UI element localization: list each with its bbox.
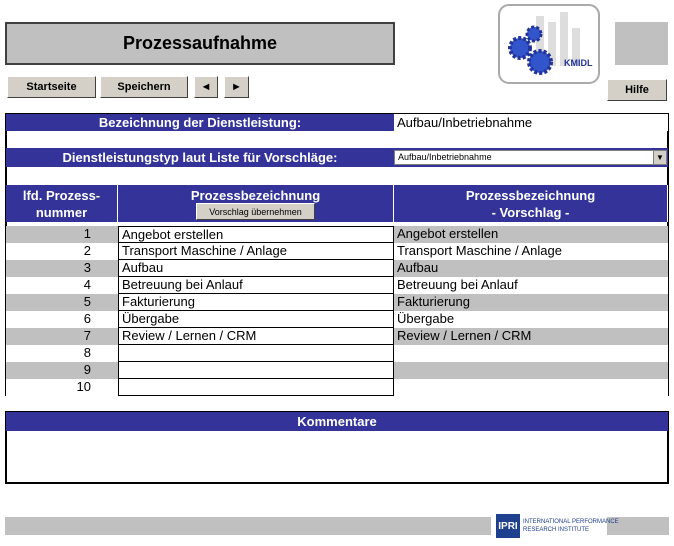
row-number: 7	[6, 328, 118, 345]
footer-logo: IPRI	[496, 514, 520, 538]
process-name[interactable]: Angebot erstellen	[118, 226, 394, 243]
process-name[interactable]: Transport Maschine / Anlage	[118, 243, 394, 260]
process-name[interactable]: Review / Lernen / CRM	[118, 328, 394, 345]
column-header-text: Prozessbezeichnung	[190, 188, 321, 203]
logo-text: KMIDL	[564, 58, 593, 68]
row-number: 8	[6, 345, 118, 362]
dropdown[interactable]: Aufbau/Inbetriebnahme ▼	[394, 150, 667, 165]
column-header: lfd. Prozess-nummer	[6, 185, 118, 222]
comments-title: Kommentare	[6, 412, 668, 431]
process-name[interactable]: Betreuung bei Anlauf	[118, 277, 394, 294]
logo-bar	[560, 12, 568, 66]
toolbar-button[interactable]: Speichern	[100, 76, 188, 98]
toolbar-button[interactable]: Startseite	[7, 76, 96, 98]
footer-bar	[5, 517, 491, 535]
process-suggestion: Fakturierung	[394, 294, 668, 311]
help-button[interactable]: Hilfe	[607, 79, 667, 101]
logo-bar	[536, 16, 544, 66]
process-name[interactable]	[118, 379, 394, 396]
logo-bar	[548, 22, 556, 66]
process-suggestion: Aufbau	[394, 260, 668, 277]
title-box: Prozessaufnahme	[5, 22, 395, 65]
row-number: 9	[6, 362, 118, 379]
process-suggestion: Angebot erstellen	[394, 226, 668, 243]
process-suggestion	[394, 379, 668, 396]
row-number: 1	[6, 226, 118, 243]
process-name[interactable]: Aufbau	[118, 260, 394, 277]
footer-bar	[607, 517, 669, 535]
form-value: Aufbau/Inbetriebnahme	[394, 114, 668, 131]
row-number: 3	[6, 260, 118, 277]
apply-button[interactable]: Vorschlag übernehmen	[196, 203, 315, 220]
toolbar-button[interactable]: ◄	[194, 76, 218, 98]
process-name[interactable]	[118, 345, 394, 362]
process-name[interactable]	[118, 362, 394, 379]
process-suggestion	[394, 362, 668, 379]
row-number: 10	[6, 379, 118, 396]
row-number: 6	[6, 311, 118, 328]
form-label: Bezeichnung der Dienstleistung:	[6, 114, 394, 131]
row-number: 2	[6, 243, 118, 260]
logo-gear	[508, 36, 532, 60]
row-number: 4	[6, 277, 118, 294]
header-block	[615, 22, 668, 65]
footer-institute: INTERNATIONAL PERFORMANCE	[523, 519, 619, 525]
column-header-text: lfd. Prozess-	[22, 188, 101, 203]
process-suggestion: Review / Lernen / CRM	[394, 328, 668, 345]
toolbar-button[interactable]: ►	[224, 76, 249, 98]
footer-institute: RESEARCH INSTITUTE	[523, 527, 590, 533]
logo-gear	[525, 25, 543, 43]
dropdown-arrow[interactable]: ▼	[653, 151, 666, 164]
column-header-text: Prozessbezeichnung	[465, 188, 596, 203]
process-name[interactable]: Übergabe	[118, 311, 394, 328]
process-suggestion: Betreuung bei Anlauf	[394, 277, 668, 294]
logo: KMIDL	[498, 4, 600, 84]
form-label: Dienstleistungstyp laut Liste für Vorsch…	[6, 148, 394, 167]
column-header-text: - Vorschlag -	[491, 205, 570, 220]
process-name[interactable]: Fakturierung	[118, 294, 394, 311]
column-header: Prozessbezeichnung - Vorschlag -	[394, 185, 668, 222]
process-suggestion: Transport Maschine / Anlage	[394, 243, 668, 260]
row-number: 5	[6, 294, 118, 311]
logo-bar	[572, 28, 580, 66]
process-suggestion: Übergabe	[394, 311, 668, 328]
logo-gear	[527, 49, 553, 75]
process-suggestion	[394, 345, 668, 362]
column-header-text: nummer	[35, 205, 88, 220]
